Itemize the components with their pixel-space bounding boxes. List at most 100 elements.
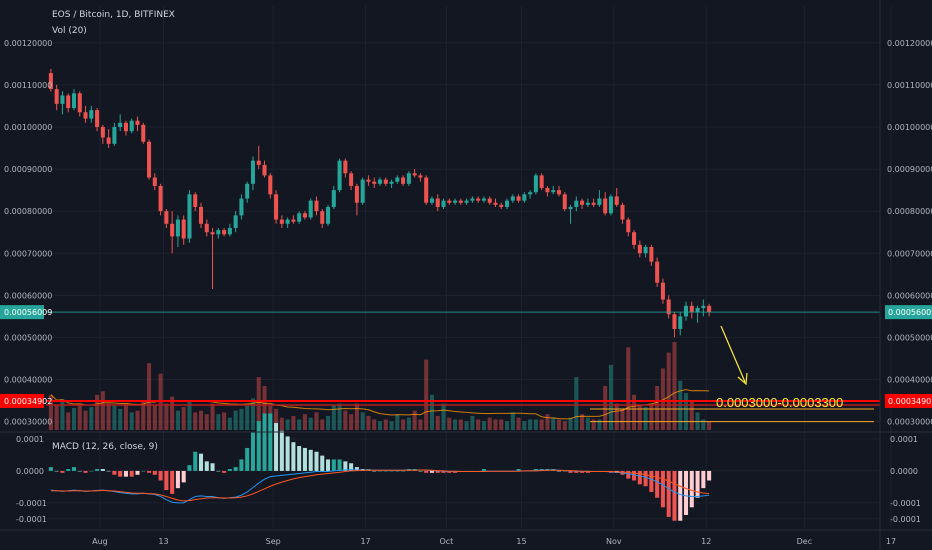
volume-bar xyxy=(510,412,515,430)
candle-body xyxy=(320,211,325,224)
volume-bar xyxy=(302,414,307,430)
macd-histogram-bar xyxy=(660,470,665,508)
volume-bar xyxy=(256,377,261,430)
volume-bar xyxy=(585,417,590,430)
candle-body xyxy=(239,198,244,216)
macd-histogram-bar xyxy=(349,463,354,471)
candle-body xyxy=(660,282,665,300)
volume-bar xyxy=(591,419,596,430)
macd-histogram-bar xyxy=(66,469,71,471)
macd-tick-label-right: 0.0001 xyxy=(890,435,918,444)
candle-body xyxy=(331,190,336,207)
volume-bar xyxy=(632,394,637,430)
macd-line xyxy=(50,469,710,504)
macd-histogram-bar xyxy=(152,470,157,475)
volume-bar xyxy=(326,415,331,430)
volume-bar xyxy=(95,394,100,430)
macd-tick-label-left: -0.0001 xyxy=(16,499,47,508)
y-tick-label-right: 0.00080000 xyxy=(887,207,932,216)
macd-histogram-bar xyxy=(383,470,388,472)
candle-body xyxy=(233,215,238,228)
candle-body xyxy=(505,200,510,207)
candle-body xyxy=(568,206,573,210)
candle-body xyxy=(95,110,100,127)
macd-histogram-bar xyxy=(187,465,192,471)
volume-bar xyxy=(476,419,481,430)
candle-body xyxy=(528,192,533,195)
volume-bar xyxy=(608,364,613,430)
candle-body xyxy=(689,305,694,313)
candle-body xyxy=(100,127,105,138)
volume-bar xyxy=(660,368,665,430)
candle-body xyxy=(435,198,440,207)
macd-histogram-bar xyxy=(429,470,434,473)
candle-body xyxy=(118,122,123,127)
y-tick-label-left: 0.00120000 xyxy=(4,39,52,48)
candle-body xyxy=(620,204,625,220)
macd-histogram-bar xyxy=(250,432,255,471)
volume-bar xyxy=(83,410,88,430)
volume-bar xyxy=(453,419,458,430)
volume-bar xyxy=(389,421,394,430)
candle-body xyxy=(354,185,359,203)
macd-histogram-bar xyxy=(320,455,325,471)
volume-bar xyxy=(164,403,169,430)
candle-body xyxy=(377,179,383,184)
candle-body xyxy=(608,196,613,214)
volume-bar xyxy=(522,421,527,430)
macd-histogram-bar xyxy=(533,469,538,471)
volume-bar xyxy=(637,405,642,430)
volume-bar xyxy=(279,417,284,430)
candle-body xyxy=(556,190,562,195)
y-tick-label-right: 0.00040000 xyxy=(887,376,932,385)
volume-bar xyxy=(505,421,510,430)
candle-body xyxy=(643,246,648,254)
y-tick-label-left: 0.00090000 xyxy=(4,165,52,174)
volume-bar xyxy=(620,408,625,430)
candle-body xyxy=(216,230,221,235)
candle-body xyxy=(666,299,671,315)
macd-histogram-bar xyxy=(210,463,215,471)
last-price-tag-right-text: 0.00056009 xyxy=(888,308,932,317)
candle-body xyxy=(274,194,279,220)
macd-histogram-bar xyxy=(262,413,267,471)
macd-histogram-bar xyxy=(574,470,579,473)
macd-histogram-bar xyxy=(649,470,654,492)
volume-bar xyxy=(447,417,452,430)
macd-histogram-bar xyxy=(562,470,567,472)
macd-histogram-bar xyxy=(239,459,244,471)
x-tick-label: 12 xyxy=(701,537,711,546)
volume-bar xyxy=(481,421,486,430)
volume-bar xyxy=(533,419,538,430)
volume-bar xyxy=(372,419,377,430)
candle-body xyxy=(701,305,706,308)
candle-body xyxy=(655,261,660,283)
macd-histogram-bar xyxy=(516,469,521,471)
candle-body xyxy=(158,185,163,212)
volume-bar xyxy=(406,417,411,430)
macd-histogram-bar xyxy=(193,451,198,471)
candle-body xyxy=(302,213,307,218)
volume-bar xyxy=(274,408,279,430)
volume-bar xyxy=(152,405,157,430)
candle-body xyxy=(297,213,302,222)
y-tick-label-left: 0.00080000 xyxy=(4,207,52,216)
macd-histogram-bar xyxy=(695,470,700,498)
volume-bar xyxy=(360,412,365,430)
candle-body xyxy=(707,305,712,313)
volume-bar xyxy=(666,352,671,430)
macd-histogram-bar xyxy=(60,470,65,473)
last-price-tag-left-text: 0.00056009 xyxy=(4,308,52,317)
macd-histogram-bar xyxy=(643,470,648,487)
macd-histogram-bar xyxy=(129,470,134,477)
volume-bar xyxy=(48,394,53,430)
x-tick-label: 13 xyxy=(158,537,168,546)
macd-histogram-bar xyxy=(71,467,77,471)
candle-body xyxy=(401,177,406,184)
y-tick-label-left: 0.00030000 xyxy=(4,418,52,427)
volume-bar xyxy=(239,408,244,430)
candle-body xyxy=(198,206,204,224)
macd-histogram-bar xyxy=(147,470,152,473)
